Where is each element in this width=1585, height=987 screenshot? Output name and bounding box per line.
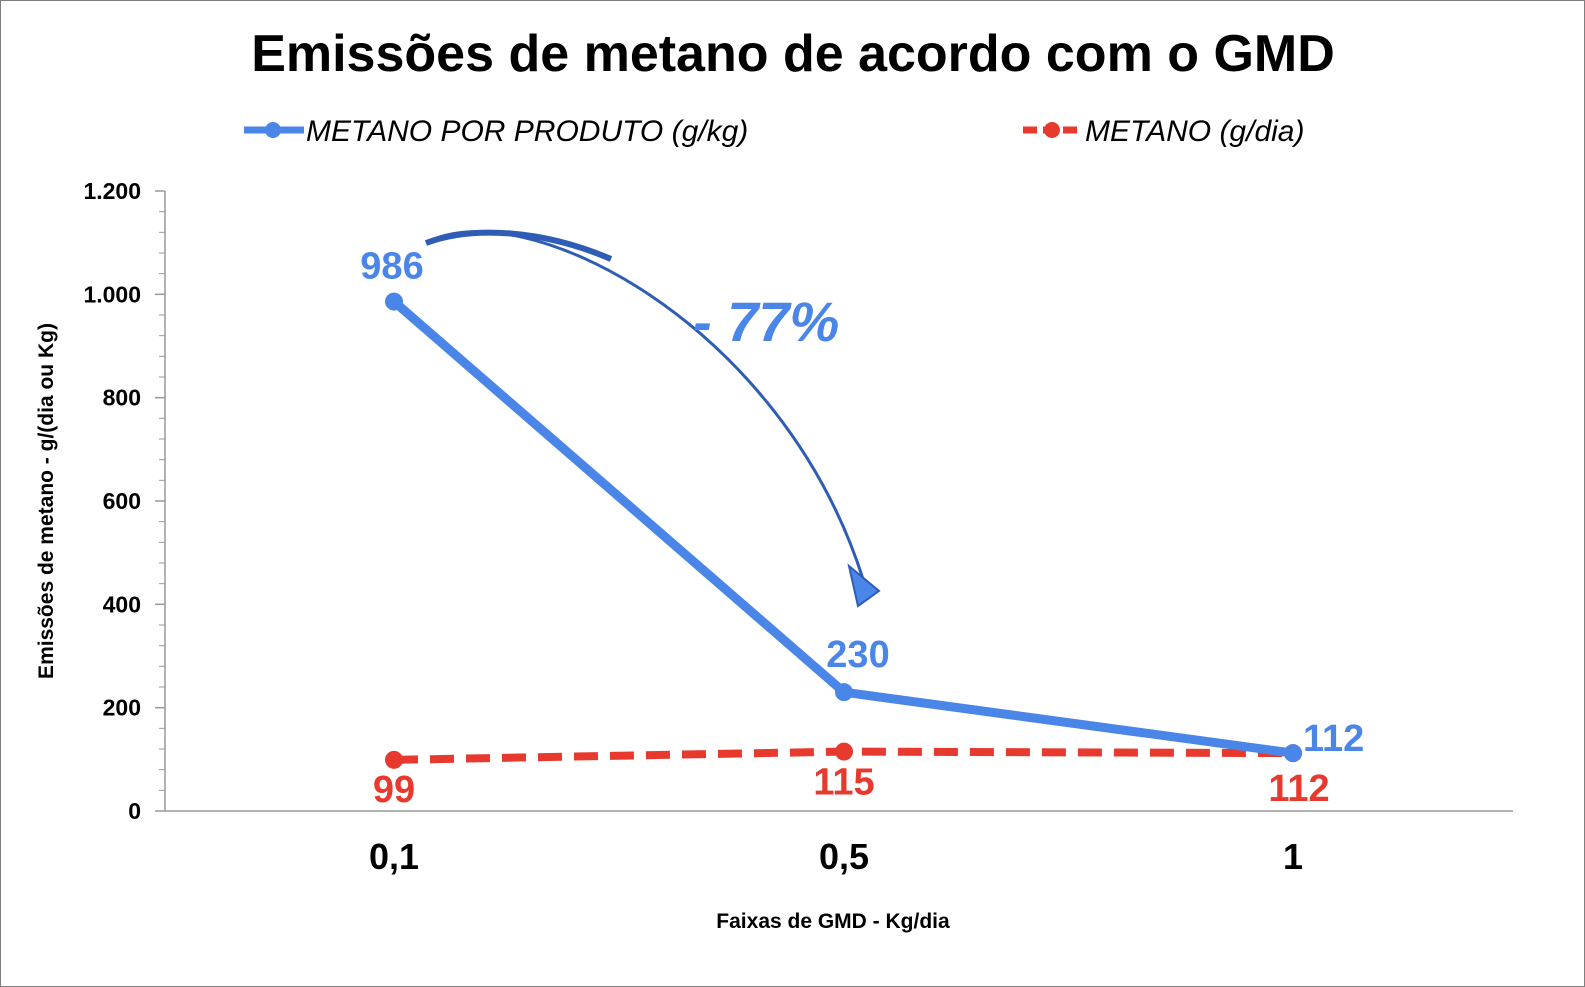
y-tick-label: 800 (103, 385, 141, 411)
y-tick-label: 400 (103, 591, 141, 617)
x-tick-label: 0,1 (369, 836, 419, 877)
legend-label-metano-por-produto: METANO POR PRODUTO (g/kg) (306, 115, 748, 148)
y-tick-label: 600 (103, 488, 141, 514)
series-layer: 986 230 112 99 115 112 (360, 246, 1364, 811)
chart-title: Emissões de metano de acordo com o GMD (251, 25, 1335, 83)
data-label: 112 (1268, 768, 1329, 810)
x-axis-title: Faixas de GMD - Kg/dia (716, 910, 950, 933)
data-label: 112 (1303, 718, 1364, 760)
data-point (835, 742, 853, 761)
arrow-head-icon (847, 563, 881, 608)
y-axis-title: Emissões de metano - g/(dia ou Kg) (35, 323, 58, 679)
data-point (835, 683, 853, 702)
data-point (1284, 744, 1302, 763)
x-tick-label: 1 (1283, 836, 1303, 877)
legend: METANO POR PRODUTO (g/kg) METANO (g/dia) (244, 115, 1304, 148)
y-tick-label: 1.200 (83, 178, 141, 204)
y-tick-label: 1.000 (83, 281, 141, 307)
data-label: 986 (360, 246, 423, 288)
y-tick-label: 0 (128, 798, 141, 824)
legend-marker-metano-dia (1044, 122, 1060, 138)
data-label: 230 (826, 634, 889, 676)
x-tick-label: 0,5 (819, 836, 869, 877)
data-label: 115 (813, 762, 874, 804)
reduction-annotation: - 77% (424, 229, 881, 608)
curved-arrow-tip-icon (424, 229, 613, 262)
data-label: 99 (373, 769, 415, 811)
curved-arrow-shaft (425, 230, 865, 580)
y-ticks: 0 200 400 600 800 1.000 1.200 (83, 178, 165, 824)
data-point (385, 292, 403, 311)
data-point (385, 750, 403, 769)
reduction-annotation-label: - 77% (693, 290, 839, 353)
legend-label-metano-dia: METANO (g/dia) (1085, 115, 1304, 148)
y-tick-label: 200 (103, 695, 141, 721)
x-ticks: 0,1 0,5 1 (369, 836, 1303, 877)
legend-marker-metano-por-produto (265, 122, 281, 138)
